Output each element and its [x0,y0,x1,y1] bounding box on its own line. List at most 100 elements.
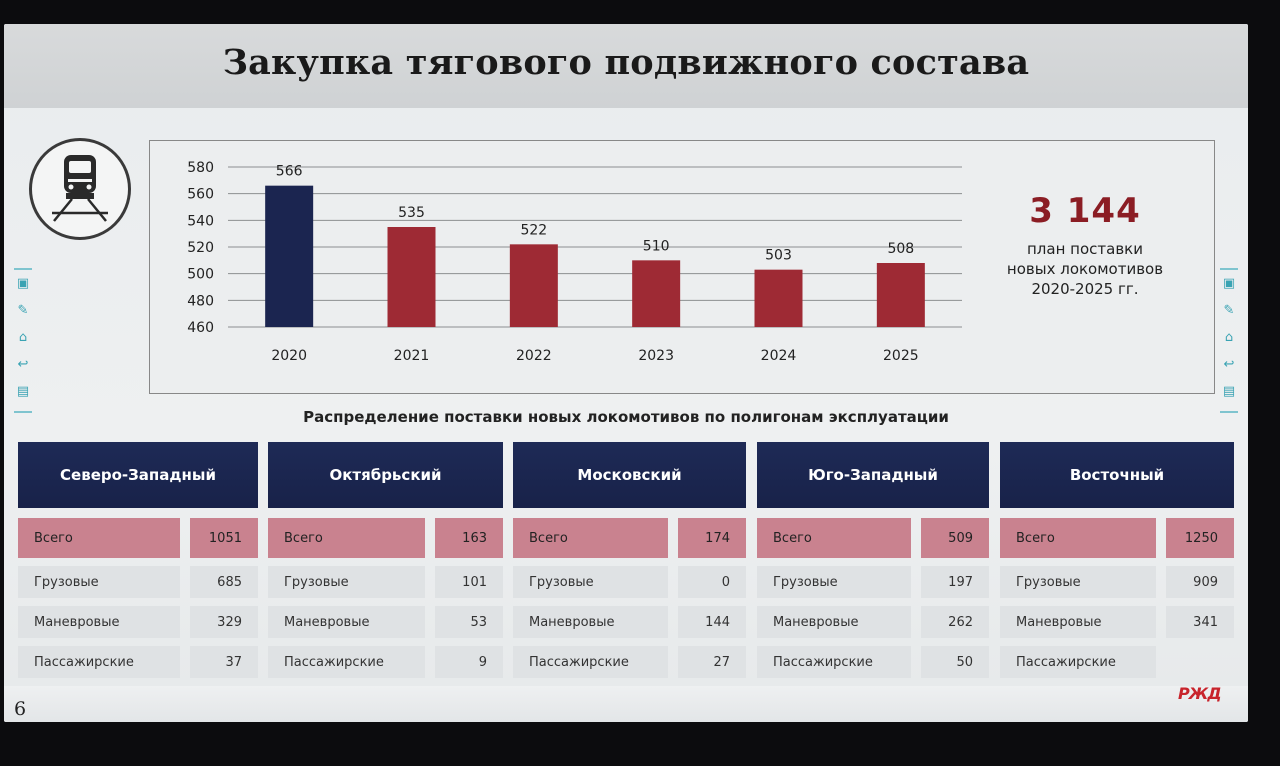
distribution-title: Распределение поставки новых локомотивов… [303,408,949,426]
rzd-logo: РЖД [1178,684,1222,703]
pen-icon[interactable]: ✎ [17,303,29,318]
data-label: 510 [643,238,670,254]
region-row-value: 0 [678,566,746,598]
region-row-label: Маневровые [757,606,911,638]
return-icon[interactable]: ↩ [17,357,29,372]
region-header: Октябрьский [268,442,503,508]
locomotive-icon [29,138,131,240]
screen-icon[interactable]: ▣ [16,276,30,291]
x-tick-label: 2020 [271,348,307,364]
data-label: 535 [398,205,425,221]
total-caption: план поставки новых локомотивов 2020-202… [1000,239,1170,299]
y-tick-label: 580 [187,160,214,176]
region-row-value: 174 [678,518,746,558]
x-tick-label: 2023 [638,348,674,364]
x-tick-label: 2024 [761,348,797,364]
region-row-value: 144 [678,606,746,638]
x-tick-label: 2022 [516,348,552,364]
region-row-label: Всего [268,518,425,558]
data-label: 508 [887,241,914,257]
region-row-value: 1051 [190,518,258,558]
region-row-value: 9 [435,646,503,678]
bar [876,263,925,327]
region-row-label: Грузовые [513,566,668,598]
right-toolbar: ▣ ✎ ⌂ ↩ ▤ [1220,268,1238,419]
region-row-value: 1250 [1166,518,1234,558]
data-label: 522 [520,222,547,238]
region-row-value: 197 [921,566,989,598]
slide: Закупка тягового подвижного состава 460 4… [4,24,1248,722]
home-icon[interactable]: ⌂ [18,330,28,345]
region-row-label: Всего [513,518,668,558]
total-caption-line: план поставки [1027,240,1143,258]
region-row-value: 101 [435,566,503,598]
region-row-label: Маневровые [268,606,425,638]
screen-icon[interactable]: ▣ [1222,276,1236,291]
chart-svg: 460 480 500 520 540 560 580 566 2020 535 2021 522 20… [187,160,962,364]
y-tick-label: 520 [187,240,214,256]
y-tick-label: 480 [187,293,214,309]
region-row-value: 50 [921,646,989,678]
region-row-value: 53 [435,606,503,638]
page-number: 6 [14,698,27,720]
region-row-label: Маневровые [18,606,180,638]
y-tick-label: 500 [187,267,214,283]
region-row-label: Грузовые [1000,566,1156,598]
region-row-label: Пассажирские [18,646,180,678]
region-row-label: Всего [1000,518,1156,558]
region-row-value: 341 [1166,606,1234,638]
y-tick-label: 560 [187,187,214,203]
region-header: Северо-Западный [18,442,258,508]
left-toolbar: ▣ ✎ ⌂ ↩ ▤ [14,268,32,419]
region-header: Восточный [1000,442,1234,508]
region-row-label: Пассажирские [268,646,425,678]
y-tick-label: 460 [187,320,214,336]
data-label: 566 [276,164,303,180]
bar [754,269,803,327]
region-row-label: Пассажирские [513,646,668,678]
toolbar-divider [14,411,32,413]
bar [509,244,558,327]
region-row-label: Маневровые [513,606,668,638]
region-row-value: 262 [921,606,989,638]
total-block: 3 144 план поставки новых локомотивов 20… [1000,191,1170,299]
total-value: 3 144 [1029,191,1141,231]
total-caption-line: новых локомотивов [1006,260,1164,278]
x-tick-label: 2025 [883,348,919,364]
region-row-label: Грузовые [18,566,180,598]
y-tick-label: 540 [187,213,214,229]
title-band [4,24,1248,108]
region-row-value: 163 [435,518,503,558]
total-caption-line: 2020-2025 гг. [1031,280,1139,298]
region-row-value: 509 [921,518,989,558]
footer-strip [4,686,1248,722]
region-row-label: Грузовые [268,566,425,598]
region-row-label: Маневровые [1000,606,1156,638]
toolbar-divider [1220,411,1238,413]
region-row-label: Пассажирские [1000,646,1156,678]
bar [632,260,681,327]
slides-icon[interactable]: ▤ [16,384,30,399]
region-row-value: 27 [678,646,746,678]
region-row-label: Пассажирские [757,646,911,678]
home-icon[interactable]: ⌂ [1224,330,1234,345]
bar [265,185,314,327]
toolbar-divider [14,268,32,270]
region-row-value: 909 [1166,566,1234,598]
region-row-label: Грузовые [757,566,911,598]
region-row-value: 685 [190,566,258,598]
bar [387,227,436,327]
data-label: 503 [765,248,792,264]
return-icon[interactable]: ↩ [1223,357,1235,372]
x-tick-label: 2021 [394,348,430,364]
toolbar-divider [1220,268,1238,270]
region-row-value: 37 [190,646,258,678]
region-header: Юго-Западный [757,442,989,508]
slide-title: Закупка тягового подвижного состава [222,42,1030,83]
pen-icon[interactable]: ✎ [1223,303,1235,318]
region-row-label: Всего [18,518,180,558]
region-row-value: 329 [190,606,258,638]
region-header: Московский [513,442,746,508]
slides-icon[interactable]: ▤ [1222,384,1236,399]
bar-chart: 460 480 500 520 540 560 580 566 2020 535 2021 522 20… [149,140,1215,394]
